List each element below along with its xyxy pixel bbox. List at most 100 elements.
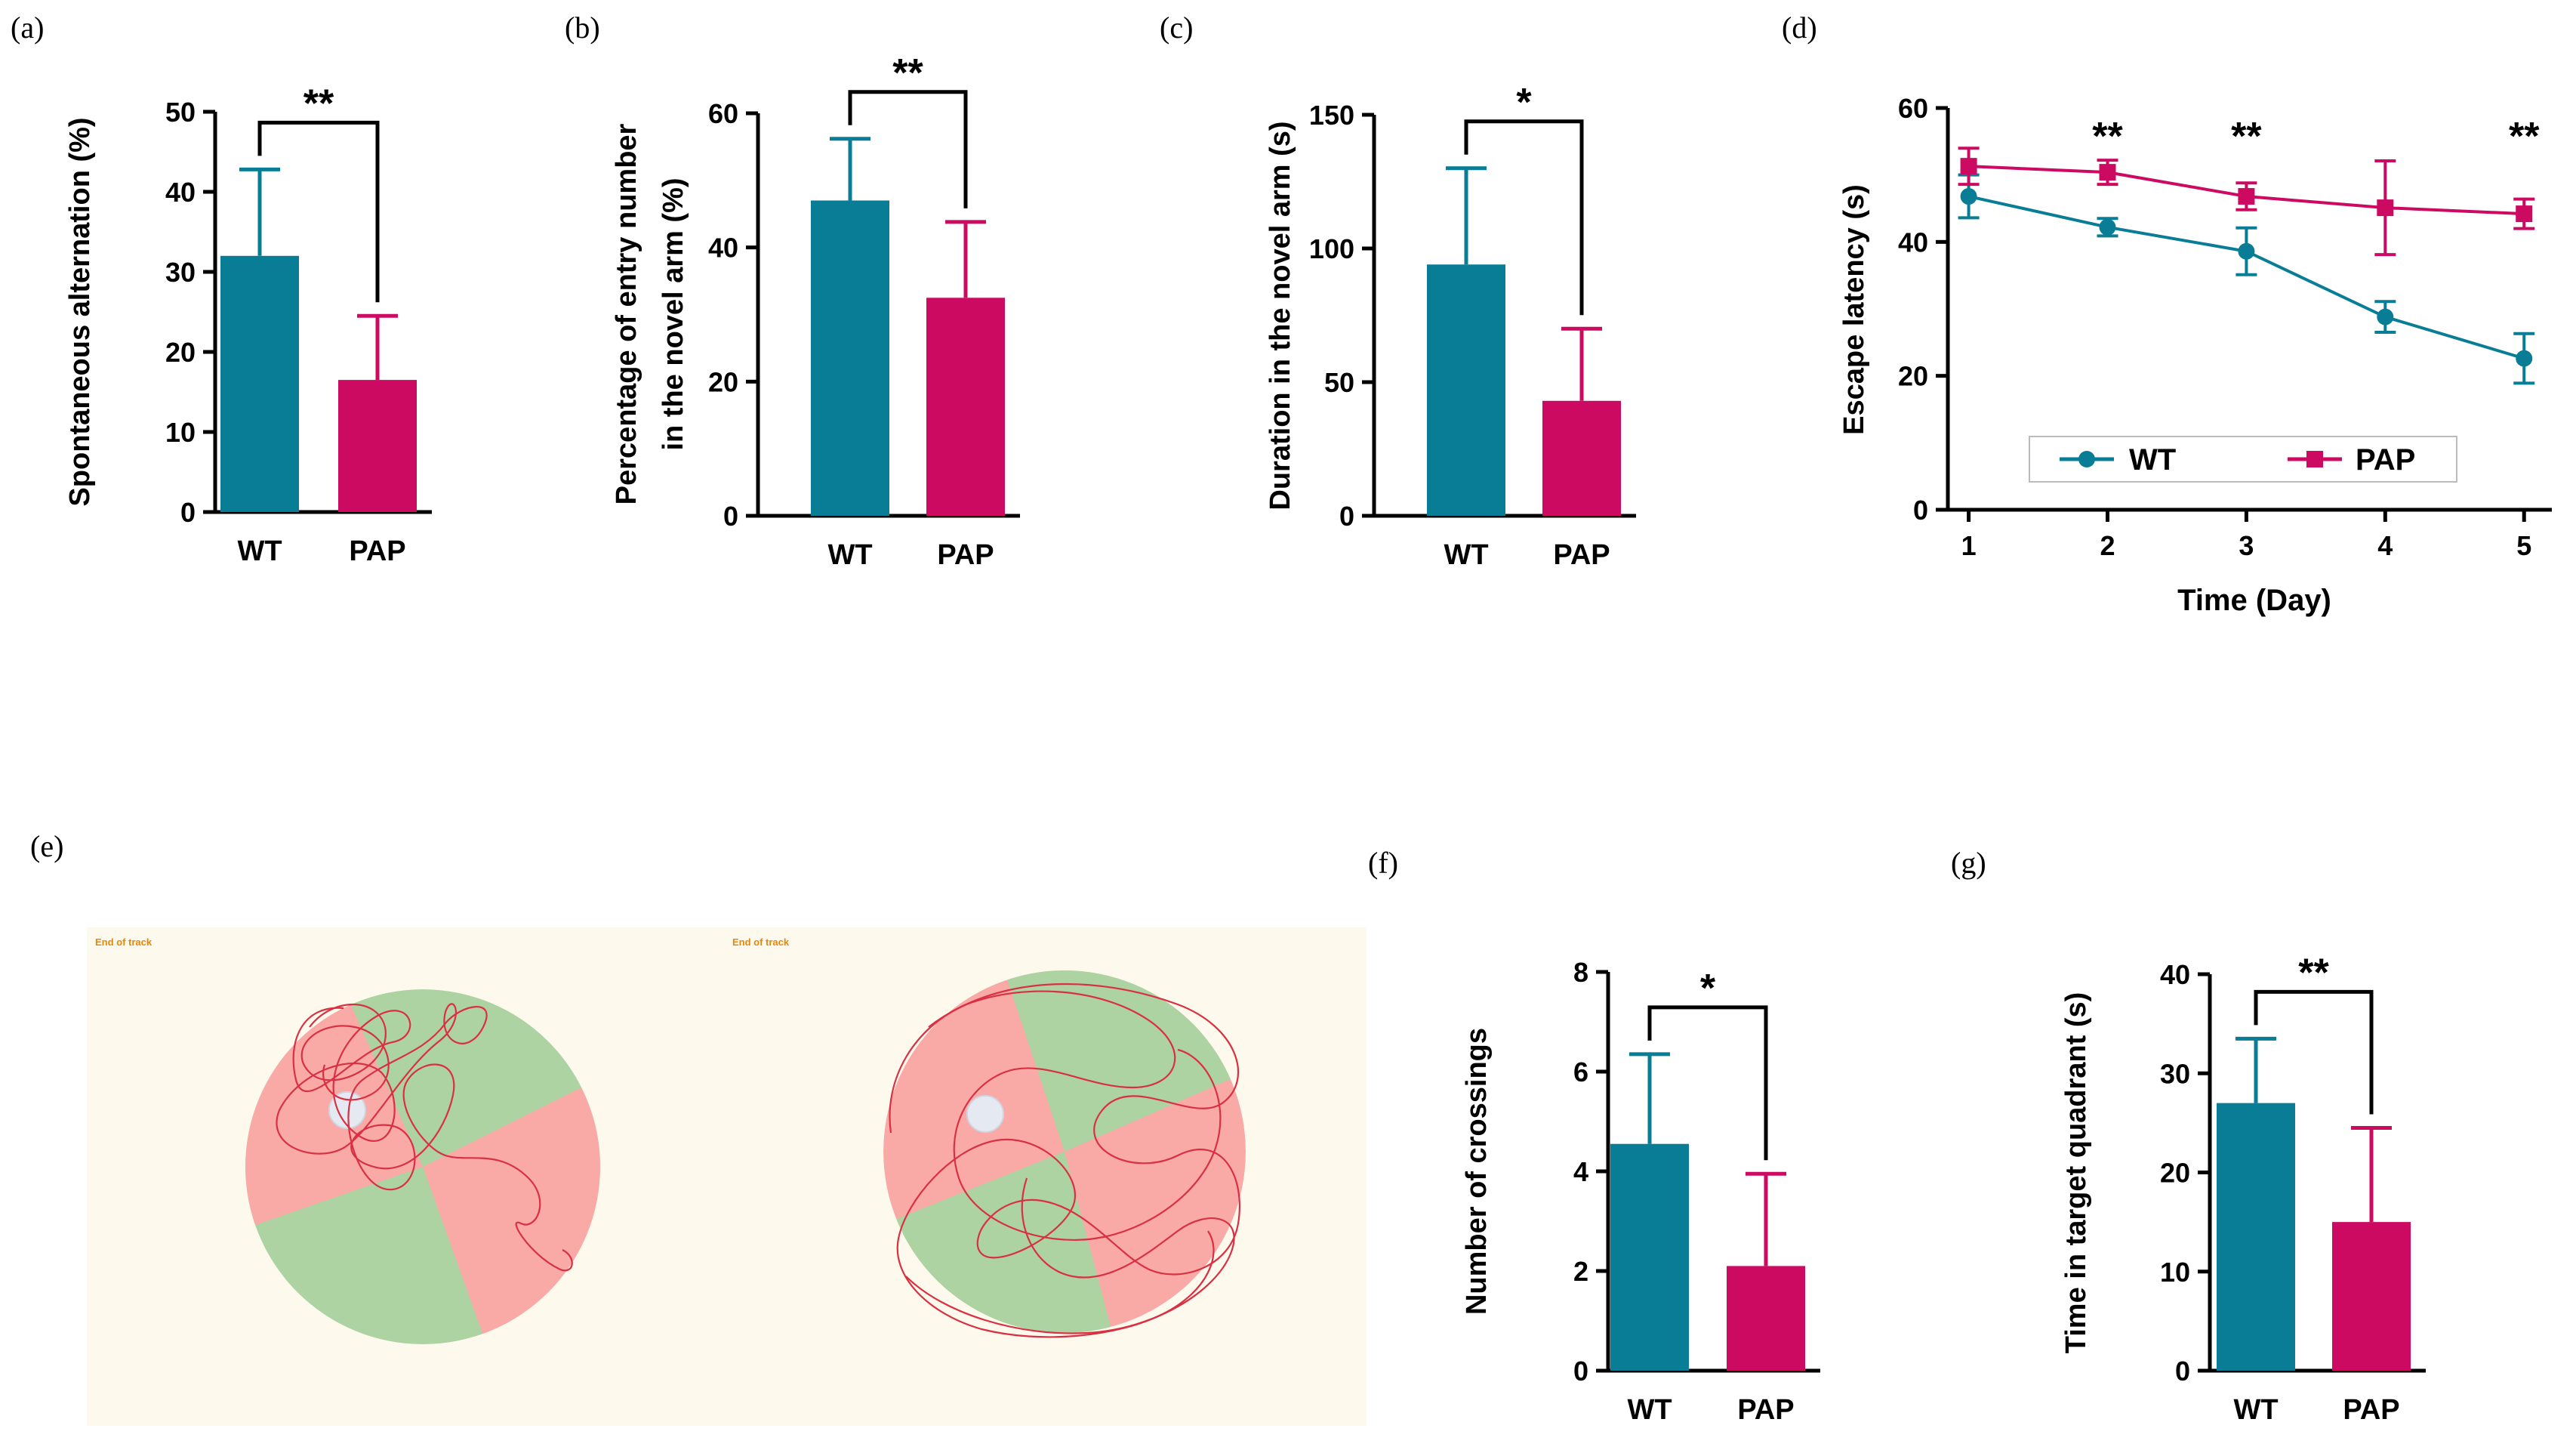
legend-label-wt: WT: [2129, 443, 2176, 477]
y-tick-label: 0: [180, 497, 196, 528]
y-tick-label: 40: [165, 177, 196, 208]
chart-entry-number-percentage: 0 20 40 60 WT PAP ** Percentage of entry number…: [611, 51, 1020, 571]
x-tick-label: WT: [827, 539, 872, 571]
bar-wt: [811, 200, 889, 516]
x-tick-label: 4: [2377, 530, 2393, 561]
y-tick-label: 100: [1309, 233, 1354, 264]
legend-marker-pap: [2306, 451, 2323, 467]
significance-bracket: [257, 120, 380, 303]
legend-marker-wt: [2078, 451, 2095, 467]
bar-wt: [1427, 264, 1505, 516]
y-tick-label: 10: [165, 417, 196, 448]
significance-bracket: [2254, 989, 2374, 1115]
y-tick-label: 20: [708, 366, 738, 397]
x-tick-label: WT: [1444, 539, 1488, 571]
significance-marker: *: [1700, 967, 1716, 1010]
y-tick-label: 10: [2160, 1257, 2190, 1288]
chart-number-of-crossings: 0 2 4 6 8 WT PAP * Number of crossings: [1461, 957, 1820, 1426]
swim-track: [905, 1177, 1235, 1334]
y-tick-label: 30: [165, 257, 196, 288]
swim-track: [896, 983, 1240, 1338]
hidden-platform: [966, 1095, 1004, 1133]
data-point-pap: [2238, 188, 2255, 205]
x-tick-label: 2: [2100, 530, 2115, 561]
panel-letter-g: (g): [1951, 846, 1986, 880]
y-tick-label: 150: [1309, 100, 1354, 131]
data-point-pap: [2516, 205, 2533, 223]
y-tick-label: 20: [165, 337, 196, 368]
swim-track: [276, 1003, 573, 1272]
y-tick-label: 0: [1339, 501, 1354, 532]
y-tick-label: 4: [1573, 1156, 1588, 1187]
y-tick-label: 40: [2160, 959, 2190, 990]
y-tick-label: 0: [1913, 495, 1928, 526]
significance-marker: **: [2509, 115, 2540, 159]
end-of-track-label: End of track: [95, 936, 153, 948]
y-axis-title: Percentage of entry number: [611, 123, 642, 504]
data-point-wt: [2377, 308, 2394, 325]
data-point-wt: [1960, 188, 1977, 205]
y-tick-label: 50: [1324, 367, 1354, 398]
x-tick-label: WT: [2233, 1394, 2278, 1426]
data-point-wt: [2099, 218, 2116, 236]
x-tick-label: 3: [2239, 530, 2254, 561]
bar-pap: [338, 380, 417, 512]
data-point-pap: [2099, 164, 2116, 181]
y-tick-label: 0: [723, 501, 738, 532]
significance-marker: *: [1516, 81, 1532, 125]
swim-track: [889, 990, 1222, 1241]
y-axis-title: Time in target quadrant (s): [2060, 992, 2092, 1354]
panel-letter-e: (e): [30, 829, 63, 863]
x-tick-label: WT: [1627, 1394, 1672, 1426]
x-tick-label: PAP: [937, 539, 994, 571]
x-tick-label: PAP: [1553, 539, 1610, 571]
legend-label-pap: PAP: [2356, 443, 2415, 477]
x-axis-title: Time (Day): [2177, 584, 2331, 617]
bar-pap: [2332, 1222, 2411, 1371]
data-point-pap: [1960, 158, 1977, 175]
bar-wt: [1610, 1143, 1689, 1371]
y-tick-label: 20: [2160, 1158, 2190, 1189]
legend: WT PAP: [2029, 436, 2457, 483]
bar-pap: [926, 298, 1005, 516]
x-tick-label: 1: [1961, 530, 1977, 561]
chart-novel-arm-duration: 0 50 100 150 WT PAP * Duration in the novel arm…: [1265, 81, 1636, 571]
y-tick-label: 8: [1573, 957, 1588, 988]
panel-letter-a: (a): [11, 11, 44, 45]
chart-spontaneous-alternation: 0 10 20 30 40 50 WT PAP ** Spontaneous alternatio…: [64, 82, 432, 567]
bar-wt: [220, 255, 299, 512]
y-tick-label: 30: [2160, 1058, 2190, 1089]
panel-letter-f: (f): [1368, 846, 1398, 880]
panel-letter-b: (b): [565, 11, 600, 45]
y-axis-title: Spontaneous alternation (%): [64, 117, 96, 506]
chart-target-quadrant-time: 0 10 20 30 40 WT PAP ** Time in target quadrant …: [2060, 951, 2426, 1426]
significance-bracket: [1464, 119, 1584, 316]
panel-letter-c: (c): [1160, 11, 1193, 45]
significance-marker: **: [304, 82, 334, 125]
y-tick-label: 40: [1898, 227, 1928, 258]
swim-track: [300, 1004, 390, 1101]
water-maze-track-panel: End of track End of track: [87, 927, 1367, 1426]
data-point-pap: [2377, 199, 2394, 217]
y-tick-label: 60: [1898, 93, 1928, 124]
y-tick-label: 20: [1898, 361, 1928, 392]
x-tick-label: PAP: [1737, 1394, 1794, 1426]
y-tick-label: 6: [1573, 1057, 1588, 1087]
x-tick-label: PAP: [2343, 1394, 2399, 1426]
data-point-wt: [2516, 350, 2533, 367]
end-of-track-label: End of track: [732, 936, 790, 948]
y-axis-title: Escape latency (s): [1838, 184, 1870, 435]
y-tick-label: 0: [1573, 1356, 1588, 1387]
y-tick-label: 50: [165, 97, 196, 128]
significance-marker: **: [2231, 115, 2262, 159]
y-tick-label: 60: [708, 98, 738, 129]
x-tick-label: PAP: [349, 535, 405, 567]
y-axis-title: in the novel arm (%): [658, 177, 689, 450]
bar-pap: [1727, 1266, 1805, 1371]
x-tick-label: WT: [237, 535, 282, 567]
y-tick-label: 40: [708, 233, 738, 264]
chart-escape-latency: 0 20 40 60 1 2 3 4 5 ** ** ** WT PAP Time (Day) Escape …: [1838, 93, 2552, 617]
significance-bracket: [848, 90, 968, 208]
y-axis-title: Duration in the novel arm (s): [1265, 121, 1296, 510]
